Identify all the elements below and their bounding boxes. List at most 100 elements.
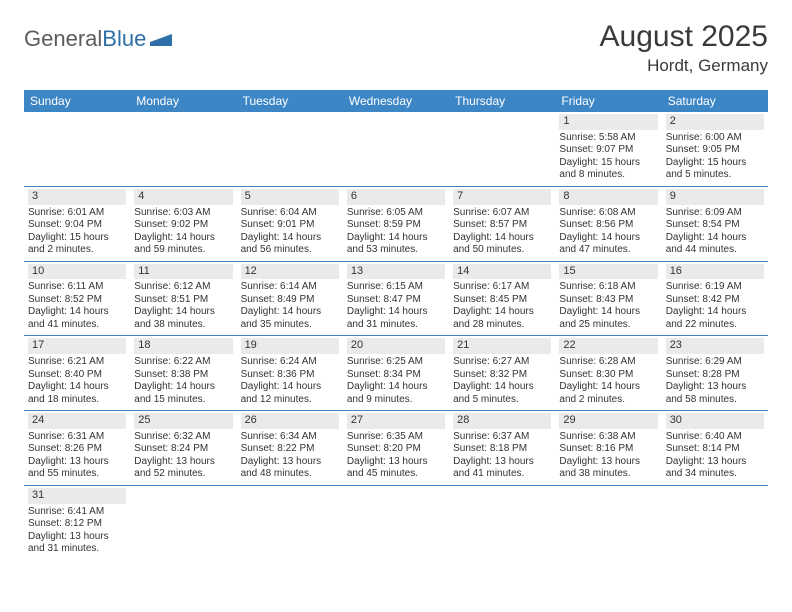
cell-line: and 55 minutes. [28,468,126,481]
calendar-week-row: 31Sunrise: 6:41 AMSunset: 8:12 PMDayligh… [24,485,768,559]
cell-line: Sunrise: 6:34 AM [241,431,339,444]
calendar-cell: 12Sunrise: 6:14 AMSunset: 8:49 PMDayligh… [237,261,343,336]
cell-line: and 56 minutes. [241,244,339,257]
cell-line: Sunset: 8:30 PM [559,369,657,382]
calendar-cell: 21Sunrise: 6:27 AMSunset: 8:32 PMDayligh… [449,336,555,411]
cell-line: and 28 minutes. [453,319,551,332]
cell-line: Sunset: 8:22 PM [241,443,339,456]
day-number: 22 [559,338,657,354]
cell-line: Sunset: 8:52 PM [28,294,126,307]
cell-line: and 52 minutes. [134,468,232,481]
cell-line [559,518,657,531]
cell-line [28,169,126,182]
cell-line: and 5 minutes. [453,394,551,407]
day-number [559,488,657,504]
cell-line: Sunset: 8:28 PM [666,369,764,382]
cell-line [347,132,445,145]
day-number: 16 [666,264,764,280]
calendar-cell: 7Sunrise: 6:07 AMSunset: 8:57 PMDaylight… [449,186,555,261]
cell-line: and 25 minutes. [559,319,657,332]
day-number: 10 [28,264,126,280]
cell-line: Daylight: 14 hours [241,306,339,319]
calendar-cell [237,112,343,186]
day-number: 28 [453,413,551,429]
calendar-cell: 27Sunrise: 6:35 AMSunset: 8:20 PMDayligh… [343,411,449,486]
page-title: August 2025 [600,20,768,54]
cell-line: Daylight: 14 hours [241,232,339,245]
cell-line [666,518,764,531]
cell-line: and 50 minutes. [453,244,551,257]
page-header: GeneralBlue August 2025 Hordt, Germany [24,20,768,76]
cell-line [559,506,657,519]
cell-line: Sunrise: 6:40 AM [666,431,764,444]
day-header: Monday [130,90,236,112]
calendar-cell: 13Sunrise: 6:15 AMSunset: 8:47 PMDayligh… [343,261,449,336]
cell-line [453,169,551,182]
cell-line: Daylight: 14 hours [347,381,445,394]
brand-logo: GeneralBlue [24,26,172,52]
cell-line [28,157,126,170]
calendar-cell: 11Sunrise: 6:12 AMSunset: 8:51 PMDayligh… [130,261,236,336]
cell-line: and 2 minutes. [28,244,126,257]
calendar-week-row: 3Sunrise: 6:01 AMSunset: 9:04 PMDaylight… [24,186,768,261]
brand-part1: General [24,26,102,52]
brand-part2: Blue [102,26,146,52]
day-number [28,114,126,130]
calendar-cell: 18Sunrise: 6:22 AMSunset: 8:38 PMDayligh… [130,336,236,411]
calendar-cell [555,485,661,559]
calendar-cell [343,112,449,186]
calendar-cell: 23Sunrise: 6:29 AMSunset: 8:28 PMDayligh… [662,336,768,411]
cell-line [241,169,339,182]
cell-line: Daylight: 13 hours [453,456,551,469]
cell-line: and 31 minutes. [347,319,445,332]
cell-line: and 59 minutes. [134,244,232,257]
day-number: 2 [666,114,764,130]
cell-line [134,132,232,145]
calendar-cell: 31Sunrise: 6:41 AMSunset: 8:12 PMDayligh… [24,485,130,559]
cell-line: and 8 minutes. [559,169,657,182]
cell-line: Sunrise: 6:08 AM [559,207,657,220]
cell-line [453,531,551,544]
cell-line: Sunset: 8:59 PM [347,219,445,232]
calendar-cell: 1Sunrise: 5:58 AMSunset: 9:07 PMDaylight… [555,112,661,186]
cell-line [666,543,764,556]
cell-line [347,169,445,182]
cell-line: Sunset: 8:34 PM [347,369,445,382]
day-number: 24 [28,413,126,429]
cell-line [453,543,551,556]
day-number: 14 [453,264,551,280]
cell-line [134,506,232,519]
cell-line: Sunrise: 6:24 AM [241,356,339,369]
cell-line: Daylight: 13 hours [28,456,126,469]
day-number: 29 [559,413,657,429]
cell-line: Sunrise: 6:09 AM [666,207,764,220]
day-number: 31 [28,488,126,504]
cell-line [134,543,232,556]
cell-line: Sunset: 8:43 PM [559,294,657,307]
calendar-week-row: 24Sunrise: 6:31 AMSunset: 8:26 PMDayligh… [24,411,768,486]
cell-line: Sunrise: 6:01 AM [28,207,126,220]
day-number: 13 [347,264,445,280]
cell-line: Sunrise: 6:17 AM [453,281,551,294]
cell-line: Sunset: 8:24 PM [134,443,232,456]
cell-line: Sunset: 8:47 PM [347,294,445,307]
cell-line [134,169,232,182]
cell-line: Sunrise: 6:07 AM [453,207,551,220]
calendar-cell: 9Sunrise: 6:09 AMSunset: 8:54 PMDaylight… [662,186,768,261]
day-number: 21 [453,338,551,354]
cell-line: and 9 minutes. [347,394,445,407]
cell-line: Sunrise: 6:35 AM [347,431,445,444]
calendar-cell: 19Sunrise: 6:24 AMSunset: 8:36 PMDayligh… [237,336,343,411]
cell-line: Sunrise: 6:14 AM [241,281,339,294]
cell-line: Sunrise: 6:37 AM [453,431,551,444]
cell-line: Daylight: 14 hours [559,306,657,319]
cell-line: Sunset: 9:05 PM [666,144,764,157]
cell-line: Sunset: 8:57 PM [453,219,551,232]
cell-line: and 41 minutes. [28,319,126,332]
calendar-cell: 10Sunrise: 6:11 AMSunset: 8:52 PMDayligh… [24,261,130,336]
cell-line: Sunrise: 6:25 AM [347,356,445,369]
day-number: 4 [134,189,232,205]
cell-line [28,144,126,157]
calendar-cell: 22Sunrise: 6:28 AMSunset: 8:30 PMDayligh… [555,336,661,411]
location-label: Hordt, Germany [600,56,768,76]
